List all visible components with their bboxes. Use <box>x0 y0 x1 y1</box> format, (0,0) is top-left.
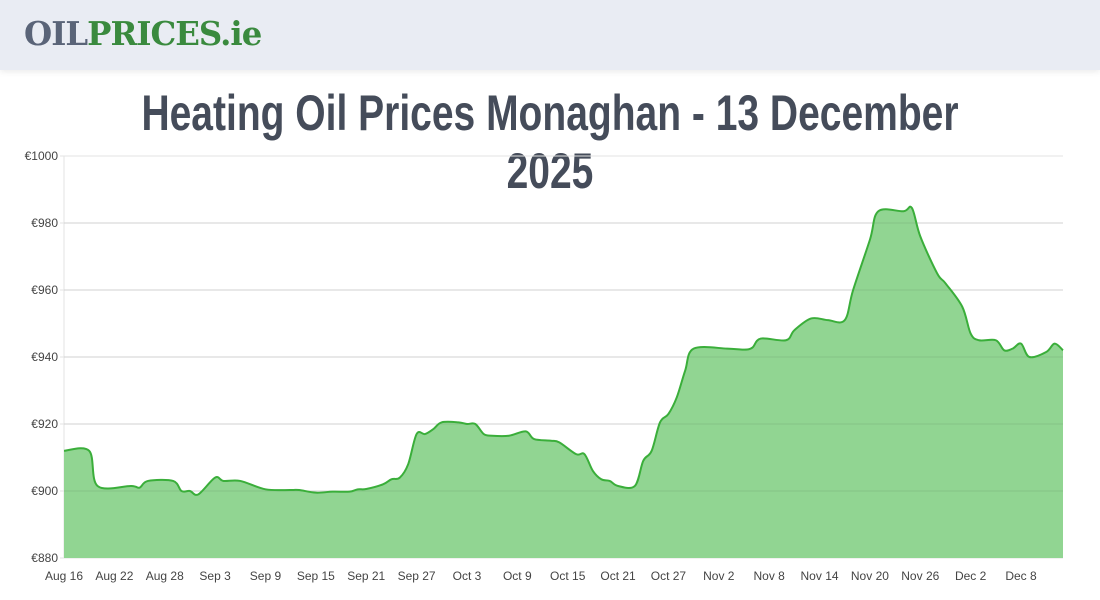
site-logo[interactable]: OILPRICES.ie <box>24 14 262 53</box>
x-tick-label: Oct 21 <box>600 569 636 583</box>
x-tick-label: Oct 9 <box>503 569 532 583</box>
x-tick-label: Nov 8 <box>753 569 785 583</box>
y-tick-label: €980 <box>31 216 58 230</box>
x-tick-label: Oct 27 <box>651 569 687 583</box>
x-tick-label: Nov 2 <box>703 569 735 583</box>
x-tick-label: Sep 15 <box>297 569 335 583</box>
y-tick-label: €920 <box>31 417 58 431</box>
x-tick-label: Sep 3 <box>199 569 231 583</box>
x-tick-label: Nov 26 <box>901 569 939 583</box>
page-title: Heating Oil Prices Monaghan - 13 Decembe… <box>141 85 959 199</box>
x-tick-label: Aug 16 <box>45 569 83 583</box>
x-tick-label: Sep 27 <box>398 569 436 583</box>
y-tick-label: €900 <box>31 484 58 498</box>
y-tick-label: €1000 <box>25 149 59 163</box>
x-tick-label: Nov 20 <box>851 569 889 583</box>
x-tick-label: Aug 28 <box>146 569 184 583</box>
x-tick-label: Sep 21 <box>347 569 385 583</box>
site-header: OILPRICES.ie <box>0 0 1100 70</box>
x-tick-label: Oct 3 <box>453 569 482 583</box>
x-tick-label: Dec 2 <box>955 569 987 583</box>
x-tick-label: Aug 22 <box>95 569 133 583</box>
x-tick-label: Nov 14 <box>801 569 839 583</box>
y-tick-label: €940 <box>31 350 58 364</box>
y-tick-label: €880 <box>31 551 58 565</box>
price-area-fill <box>64 206 1063 558</box>
y-tick-label: €960 <box>31 283 58 297</box>
x-tick-label: Oct 15 <box>550 569 586 583</box>
x-tick-label: Dec 8 <box>1005 569 1037 583</box>
price-line <box>63 205 1064 496</box>
x-tick-label: Sep 9 <box>250 569 282 583</box>
